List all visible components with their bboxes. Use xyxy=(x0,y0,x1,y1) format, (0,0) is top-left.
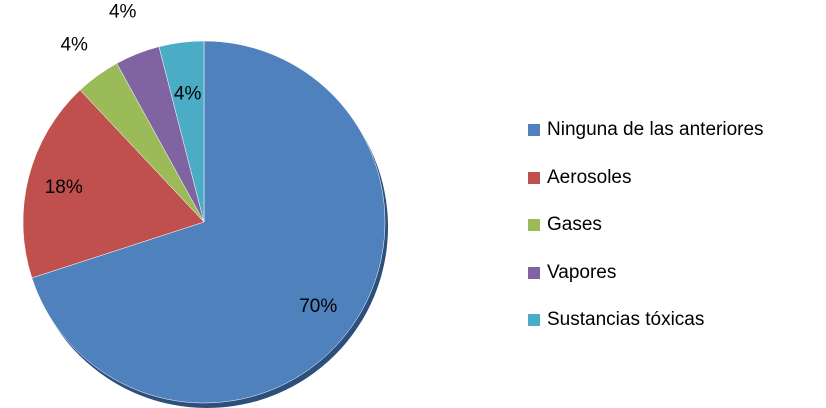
slice-value-label: 4% xyxy=(174,84,202,105)
slice-value-label: 70% xyxy=(299,296,337,317)
pie-slice-aerosoles xyxy=(22,89,205,279)
legend-swatch xyxy=(528,314,540,326)
legend-item: Aerosoles xyxy=(528,166,764,190)
legend-swatch xyxy=(528,219,540,231)
legend-swatch xyxy=(528,124,540,136)
legend-item: Sustancias tóxicas xyxy=(528,308,764,332)
slice-value-label: 4% xyxy=(109,2,137,23)
slice-labels: 70% 18% 4% 4% 4% xyxy=(45,2,338,317)
slice-value-label: 18% xyxy=(45,177,83,198)
legend-item: Ninguna de las anteriores xyxy=(528,118,764,142)
legend-swatch xyxy=(528,171,540,184)
legend-label: Vapores xyxy=(547,261,617,283)
legend-swatch xyxy=(528,266,540,279)
pie-slice-sustancias-tóxicas xyxy=(158,40,205,223)
legend-label: Gases xyxy=(547,214,602,235)
slice-value-label: 4% xyxy=(60,34,88,55)
legend-label: Ninguna de las anteriores xyxy=(547,119,764,140)
legend-label: Sustancias tóxicas xyxy=(547,309,705,330)
legend-item: Vapores xyxy=(528,261,764,285)
pie-slices xyxy=(22,40,386,404)
legend: Ninguna de las anteriores Aerosoles Gases V… xyxy=(528,118,764,356)
pie-slice-ninguna-de-las-anteriores xyxy=(31,40,386,404)
legend-label: Aerosoles xyxy=(547,166,632,188)
legend-item: Gases xyxy=(528,213,764,237)
